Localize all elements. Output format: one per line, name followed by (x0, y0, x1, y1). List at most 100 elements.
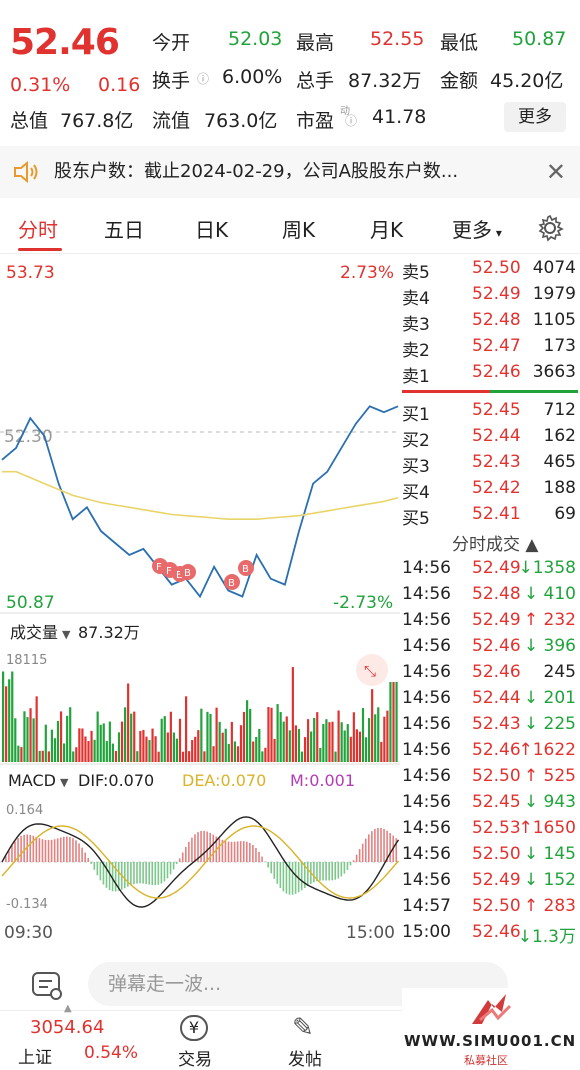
macd-bar (106, 862, 108, 888)
volume-bar (173, 733, 175, 762)
bid-volume: 188 (544, 478, 576, 498)
settings-gear-icon[interactable] (536, 214, 564, 242)
macd-bar (173, 862, 175, 869)
ask-price: 52.46 (472, 362, 521, 382)
expand-icon: ⤡ (364, 662, 376, 680)
macd-bar (277, 862, 279, 884)
macd-bar (142, 862, 144, 884)
volume-bar (353, 712, 355, 762)
close-icon[interactable]: ✕ (546, 146, 566, 198)
trade-volume: ↓ 225 (524, 714, 576, 734)
macd-label[interactable]: MACD (8, 771, 56, 790)
info-icon[interactable]: ⓘ (197, 70, 209, 87)
volume-bar (264, 748, 266, 762)
tab-intraday[interactable]: 分时 (18, 214, 58, 243)
volume-bar (66, 716, 68, 762)
macd-bar (228, 842, 230, 862)
volume-bar (322, 724, 324, 762)
trade-volume: ↓ 396 (524, 636, 576, 656)
more-button[interactable]: 更多 (504, 102, 566, 132)
price-high-label: 53.73 (6, 263, 55, 283)
volume-bar (289, 730, 291, 762)
macd-bar (234, 842, 236, 862)
macd-bar (359, 849, 361, 862)
macd-bar (158, 862, 160, 885)
macd-bar (371, 831, 373, 862)
stat-low-value: 50.87 (512, 28, 566, 50)
ask-label: 卖1 (402, 362, 430, 387)
ask-price: 52.49 (472, 284, 521, 304)
chevron-up-icon[interactable]: ▲ (64, 1003, 72, 1014)
volume-bar (365, 737, 367, 762)
tab-five-day[interactable]: 五日 (104, 214, 144, 243)
macd-bar (185, 847, 187, 862)
edit-icon: ✎ (292, 1013, 314, 1043)
volume-bar (136, 751, 138, 762)
stat-high-label: 最高 (296, 28, 334, 55)
macd-bar (60, 838, 62, 862)
macd-m: M:0.001 (290, 771, 355, 790)
volume-bar (292, 667, 294, 762)
volume-bar (219, 722, 221, 762)
macd-bar (225, 841, 227, 862)
ask-price: 52.50 (472, 258, 521, 278)
macd-bar (313, 862, 315, 882)
stat-volume-value: 87.32万 (348, 66, 421, 93)
volume-bar (234, 741, 236, 762)
volume-bar (338, 710, 340, 762)
trade-button[interactable]: 交易 (178, 1045, 212, 1070)
volume-bar (286, 716, 288, 762)
macd-bar (42, 839, 44, 862)
announcement-bar[interactable]: 股东户数：截止2024-02-29，公司A股股东户数... ✕ (0, 146, 580, 198)
macd-bar (139, 862, 141, 883)
volume-bar (167, 732, 169, 762)
macd-bar (240, 841, 242, 862)
danmaku-icon[interactable] (30, 968, 64, 1002)
stat-low-label: 最低 (440, 28, 478, 55)
tab-weekly-k[interactable]: 周K (282, 214, 315, 243)
trade-time: 14:56 (402, 870, 451, 890)
trade-marker-label: B (184, 568, 191, 579)
macd-bar (280, 862, 282, 888)
tab-more[interactable]: 更多 ▾ (452, 214, 502, 243)
volume-bar (203, 751, 205, 762)
volume-bar (350, 737, 352, 762)
bid-price: 52.41 (472, 504, 521, 524)
macd-bar (57, 838, 59, 862)
info-icon[interactable]: ⓘ (345, 112, 357, 129)
macd-bar (81, 848, 83, 862)
bid-volume: 712 (544, 400, 576, 420)
volume-bar (362, 708, 364, 762)
trade-marker-label: B (228, 578, 235, 589)
macd-bar (307, 862, 309, 886)
tab-daily-k[interactable]: 日K (195, 214, 228, 243)
volume-bar (158, 752, 160, 762)
macd-bar (66, 837, 68, 862)
index-name[interactable]: 上证 (18, 1043, 52, 1068)
volume-bar (115, 751, 117, 762)
ask-price: 52.47 (472, 336, 521, 356)
post-button[interactable]: 发帖 (288, 1045, 322, 1070)
trade-price: 52.43 (472, 714, 521, 734)
quote-header: 52.46 0.31% 0.16 今开 52.03 最高 52.55 最低 50… (0, 0, 580, 140)
trade-volume: ↑ 525 (524, 766, 576, 786)
bid-volume: 162 (544, 426, 576, 446)
volume-bar (20, 747, 22, 762)
macd-bar (331, 862, 333, 880)
volume-bar (377, 707, 379, 762)
tab-monthly-k[interactable]: 月K (370, 214, 403, 243)
volume-bar (310, 732, 312, 762)
macd-bar (350, 862, 352, 865)
trade-volume: ↓ 152 (524, 870, 576, 890)
macd-bar (325, 862, 327, 880)
ask-price: 52.48 (472, 310, 521, 330)
volume-label[interactable]: 成交量 (10, 623, 58, 642)
volume-bar (325, 719, 327, 762)
index-value[interactable]: 3054.64 (30, 1017, 104, 1038)
ask-label: 卖3 (402, 310, 430, 335)
volume-bar (151, 729, 153, 762)
